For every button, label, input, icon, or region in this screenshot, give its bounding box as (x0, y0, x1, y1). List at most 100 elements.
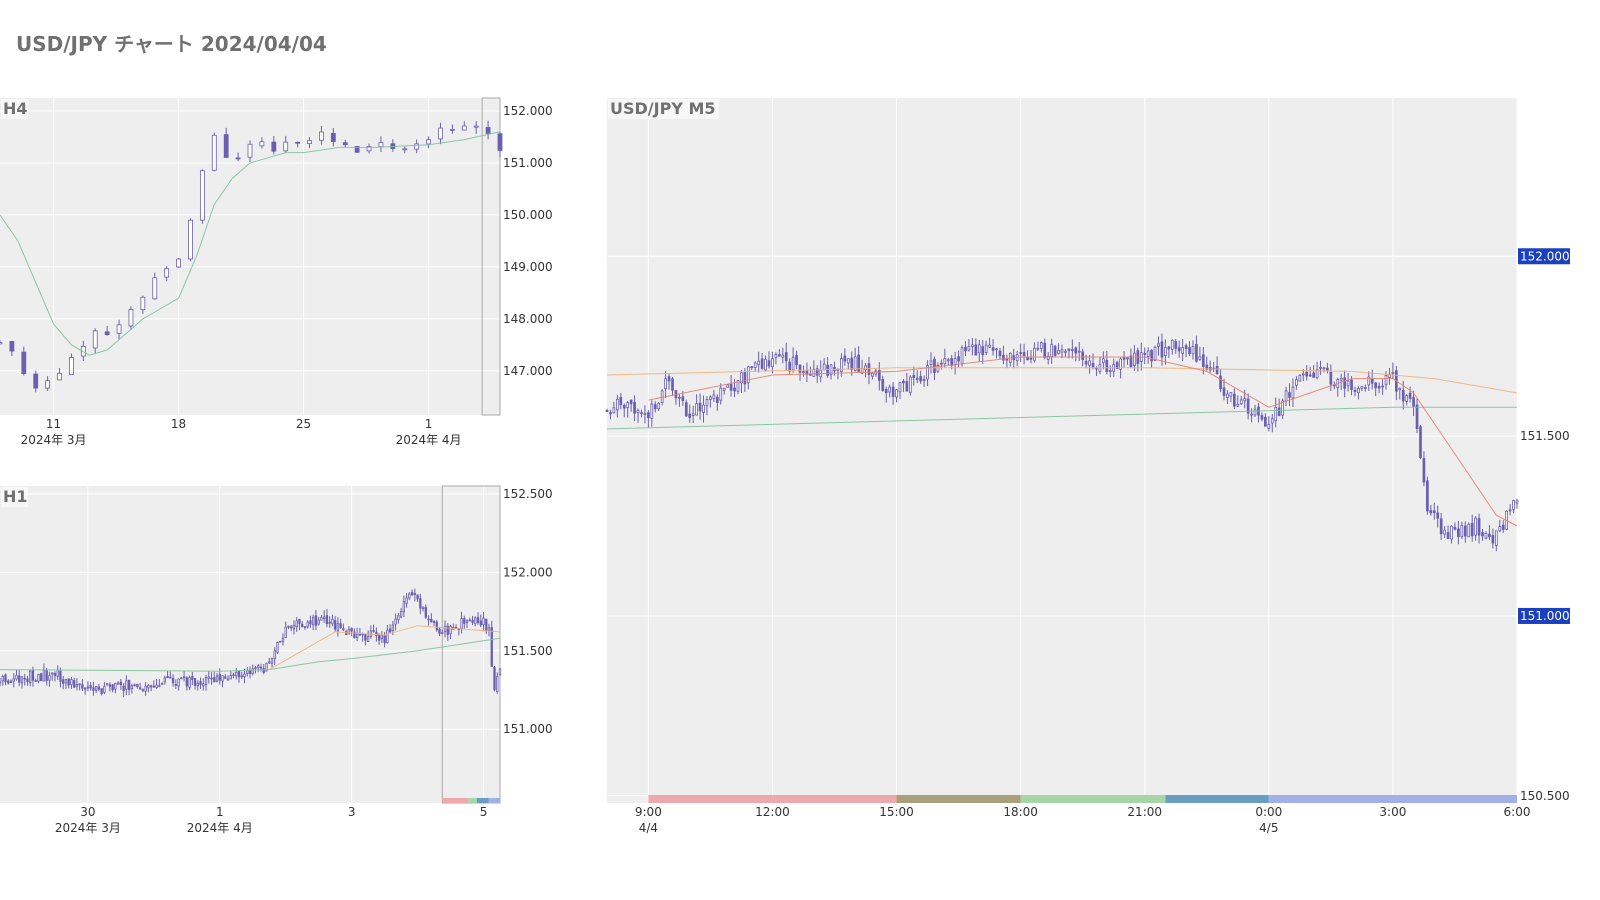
candle-body (127, 679, 131, 691)
candle-body (471, 619, 474, 623)
candle-body (1391, 372, 1395, 375)
candle-body (1060, 349, 1064, 353)
candle-body (158, 685, 161, 688)
candle-body (283, 141, 289, 152)
candle-body (408, 593, 411, 599)
candle-body (89, 685, 92, 689)
candle-body (185, 677, 188, 687)
candle-body (45, 380, 51, 389)
candle-body (23, 677, 26, 680)
y-tick-label: 151.000 (503, 156, 553, 170)
candle-body (31, 670, 35, 681)
candle-body (45, 669, 48, 681)
candle-body (402, 601, 406, 613)
candle-body (270, 657, 274, 664)
candle-body (383, 634, 386, 644)
candle-body (138, 687, 142, 690)
candle-body (199, 681, 202, 685)
candle-body (319, 131, 324, 141)
candle-body (166, 676, 169, 679)
candle-body (211, 134, 217, 171)
candle-body (424, 607, 427, 618)
candle-body (476, 617, 480, 623)
candle-body (493, 667, 496, 691)
candle-body (1229, 392, 1233, 397)
candle-body (815, 368, 819, 376)
candle-body (160, 683, 164, 685)
candle-body (312, 616, 315, 626)
candle-body (884, 388, 888, 393)
candle-body (840, 358, 843, 372)
x-tick-sublabel: 4/5 (1259, 821, 1278, 835)
candle-body (905, 381, 909, 392)
candle-body (273, 650, 276, 660)
candle-body (1301, 373, 1305, 376)
x-tick-label: 21:00 (1127, 805, 1162, 819)
candle-body (712, 394, 716, 399)
candle-body (946, 359, 950, 362)
candle-body (784, 352, 788, 362)
candle-body (119, 681, 123, 685)
candle-body (75, 684, 79, 687)
candle-body (1291, 386, 1295, 399)
candle-body (1184, 345, 1188, 349)
candle-body (372, 629, 375, 632)
candle-body (1150, 349, 1153, 362)
candle-body (397, 615, 400, 621)
candle-body (355, 633, 359, 638)
x-tick-label: 18:00 (1003, 805, 1038, 819)
candle-body (147, 684, 150, 689)
candle-body (1484, 532, 1488, 539)
candle-body (1239, 399, 1243, 405)
candle-body (215, 675, 219, 682)
candle-body (207, 676, 210, 679)
candle-body (1367, 376, 1371, 386)
candle-body (182, 676, 186, 679)
candle-body (196, 682, 199, 687)
candle-body (301, 623, 304, 627)
candle-body (317, 619, 320, 625)
candle-body (51, 672, 54, 675)
candle-body (441, 632, 444, 634)
candle-body (460, 618, 463, 629)
candle-body (1167, 346, 1171, 350)
candle-body (843, 355, 847, 362)
candle-body (953, 358, 957, 366)
candle-body (103, 685, 106, 693)
candle-body (760, 358, 764, 369)
candle-body (410, 592, 414, 596)
candle-body (746, 366, 750, 384)
candle-body (681, 396, 685, 401)
candle-body (943, 358, 947, 365)
candle-body (678, 396, 681, 399)
candle-body (926, 365, 929, 380)
candle-body (1284, 390, 1288, 402)
chart-h4: 147.000 148.000 149.000 150.000 151.000 152.0… (0, 97, 553, 447)
ma-mid-line (268, 625, 501, 671)
candle-body (633, 401, 636, 414)
candle-body (1195, 343, 1198, 362)
candle-body (726, 384, 729, 388)
candle-body (1170, 339, 1174, 350)
x-tick-label: 1 (425, 417, 433, 431)
candle-body (279, 640, 282, 643)
candle-body (1215, 366, 1219, 374)
candle-body (443, 625, 447, 633)
candle-body (199, 170, 205, 221)
candle-body (698, 402, 702, 412)
candle-body (684, 402, 688, 417)
candle-body (1222, 387, 1226, 396)
candle-body (487, 627, 491, 631)
candle-body (615, 398, 619, 411)
candle-body (1270, 418, 1274, 424)
candle-body (912, 374, 916, 379)
candle-body (1033, 347, 1036, 361)
candle-body (111, 684, 114, 691)
candle-body (413, 592, 416, 595)
candle-body (141, 689, 145, 692)
candle-body (298, 619, 301, 624)
candle-body (474, 617, 477, 625)
candle-body (1126, 357, 1129, 360)
y-tick-label: 150.500 (1520, 789, 1570, 803)
x-tick-label: 3 (348, 805, 356, 819)
